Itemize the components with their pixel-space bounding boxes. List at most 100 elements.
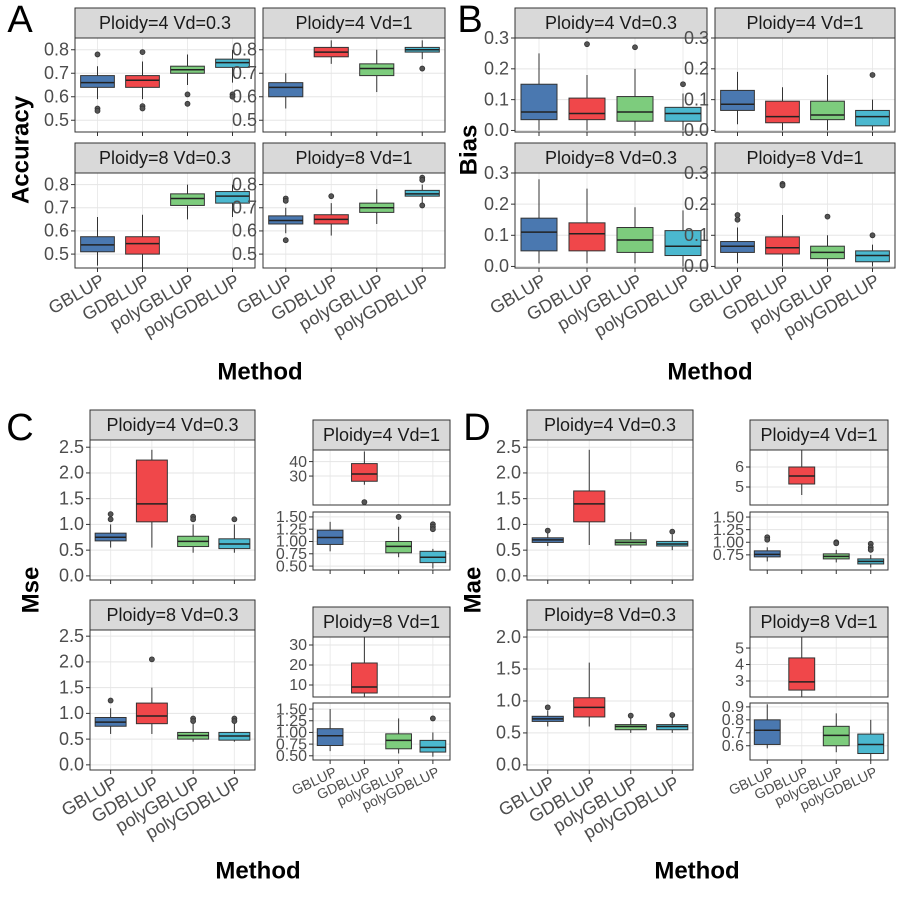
y-tick-label: 0.0 — [496, 566, 521, 586]
facet-strip — [526, 409, 694, 441]
box — [268, 82, 304, 98]
y-tick-label: 0.0 — [496, 755, 521, 775]
plot-background — [527, 440, 693, 580]
outlier — [764, 536, 771, 543]
facet-title: Ploidy=8 Vd=0.3 — [545, 148, 677, 168]
plot-border — [312, 449, 451, 506]
facet-title: Ploidy=8 Vd=0.3 — [99, 148, 231, 168]
outlier — [429, 526, 436, 533]
box — [170, 193, 205, 206]
y-tick-label: 0.2 — [684, 194, 709, 214]
y-tick-label: 0.7 — [44, 198, 69, 218]
y-tick-label: 0.50 — [276, 748, 307, 765]
y-tick-label: 0.0 — [684, 256, 709, 276]
facet-title: Ploidy=4 Vd=0.3 — [544, 415, 676, 435]
y-tick-label: 1.00 — [276, 725, 307, 742]
outlier — [833, 540, 840, 547]
outlier — [190, 516, 197, 523]
y-tick-label: 0.3 — [484, 163, 509, 183]
outlier — [190, 718, 197, 725]
y-tick-label: 0.6 — [44, 87, 69, 107]
box — [351, 463, 378, 482]
plot-area — [313, 637, 450, 697]
panel-letter: B — [457, 0, 482, 41]
outlier — [94, 107, 101, 114]
plot-area — [750, 450, 888, 505]
y-tick-label: 2.0 — [496, 627, 521, 647]
facet-strip — [514, 7, 708, 39]
y-axis-title: Bias — [455, 125, 482, 176]
y-tick-label: 2.0 — [496, 463, 521, 483]
boxes — [788, 637, 816, 697]
plot-area — [750, 637, 888, 697]
y-tick-label: 1.50 — [276, 509, 307, 526]
y-tick-label: 1.5 — [496, 659, 521, 679]
y-tick-label: 0.5 — [59, 540, 84, 560]
y-tick-label: 0.8 — [44, 174, 69, 194]
y-axis-title: Accuracy — [7, 95, 34, 204]
plot-border — [262, 172, 446, 269]
outlier — [734, 216, 741, 223]
plot-background — [527, 630, 693, 770]
panel-letter: C — [6, 407, 33, 449]
boxes — [520, 41, 702, 131]
box — [125, 236, 160, 255]
boxes — [520, 179, 702, 267]
y-tick-label: 0.0 — [484, 256, 509, 276]
facet-strip — [312, 419, 451, 451]
y-tick-label: 6 — [735, 459, 744, 476]
y-tick-label: 4 — [735, 657, 744, 674]
x-axis-title: Method — [654, 857, 739, 884]
facet-title: Ploidy=8 Vd=0.3 — [106, 605, 238, 625]
outlier — [824, 213, 831, 220]
y-tick-label: 1.0 — [59, 703, 84, 723]
y-axis-title: Mse — [17, 567, 44, 614]
boxes — [94, 449, 251, 553]
x-axis-title: Method — [215, 857, 300, 884]
outlier — [627, 712, 634, 719]
panel-letter: D — [463, 407, 490, 449]
y-tick-label: 0.3 — [684, 28, 709, 48]
outlier — [419, 177, 426, 183]
outlier — [231, 718, 238, 725]
outlier — [669, 712, 676, 718]
box — [80, 75, 115, 88]
boxes — [351, 451, 378, 505]
facet-strip — [89, 599, 256, 631]
outlier — [184, 91, 191, 98]
plot-border — [749, 636, 889, 698]
outlier — [669, 528, 676, 535]
boxes — [531, 449, 689, 551]
y-tick-label: 2.0 — [59, 652, 84, 672]
boxes — [753, 534, 885, 568]
y-tick-label: 0.8 — [722, 712, 744, 729]
outlier — [395, 514, 402, 520]
y-tick-label: 0.2 — [484, 194, 509, 214]
facet-title: Ploidy=4 Vd=1 — [323, 425, 440, 445]
outlier — [361, 499, 368, 505]
plot-border — [262, 37, 446, 133]
plot-background — [750, 450, 888, 505]
y-tick-label: 0.6 — [44, 221, 69, 241]
y-tick-label: 0.1 — [684, 89, 709, 109]
box — [765, 100, 800, 124]
facet-title: Ploidy=8 Vd=1 — [760, 612, 877, 632]
box — [520, 217, 558, 252]
box — [385, 733, 412, 750]
y-tick-label: 10 — [289, 677, 307, 694]
box — [720, 241, 755, 253]
plot-border — [749, 449, 889, 506]
facet-strip — [74, 7, 256, 39]
facet-title: Ploidy=4 Vd=0.3 — [545, 13, 677, 33]
box — [359, 63, 395, 77]
box — [351, 662, 378, 694]
y-tick-label: 0.2 — [484, 59, 509, 79]
box — [573, 490, 606, 523]
plot-area — [313, 450, 450, 505]
box — [215, 191, 250, 204]
outlier — [429, 715, 436, 722]
outlier — [282, 197, 289, 204]
plot-border — [714, 37, 896, 133]
outlier — [544, 527, 551, 534]
facet-strip — [89, 409, 256, 441]
